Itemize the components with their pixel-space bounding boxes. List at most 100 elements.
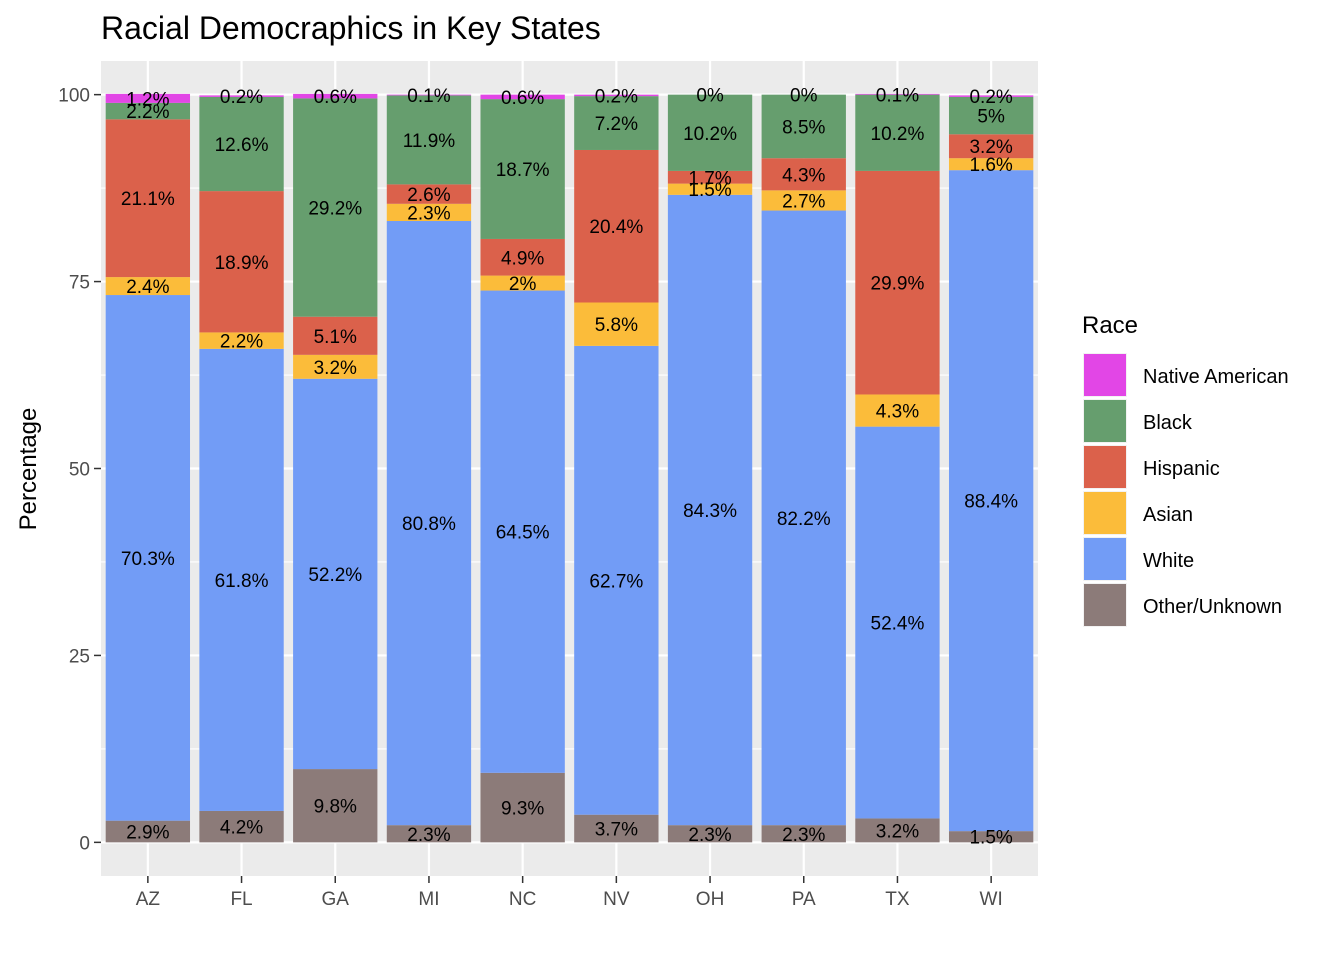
bar-segment <box>761 190 846 211</box>
bar-value-label: 7.2% <box>595 114 638 135</box>
legend-label: Native American <box>1143 366 1289 388</box>
bar-value-label: 0.2% <box>220 87 263 108</box>
bar-segment <box>574 94 659 97</box>
bar-value-label: 2.6% <box>407 185 450 206</box>
bar-segment <box>480 238 565 276</box>
bar-value-label: 70.3% <box>121 549 175 570</box>
bar-segment <box>386 184 472 204</box>
bar-value-label: 3.7% <box>595 820 638 841</box>
bar-value-label: 52.4% <box>871 614 925 635</box>
x-tick-label: MI <box>418 889 439 910</box>
bar-segment <box>105 119 191 278</box>
bar-value-label: 0.6% <box>501 88 544 109</box>
x-tick-label: WI <box>980 889 1003 910</box>
bar-value-label: 2.7% <box>782 191 825 212</box>
bar-value-label: 2.3% <box>782 825 825 846</box>
bar-segment <box>948 95 1034 97</box>
legend-label: Asian <box>1143 504 1193 526</box>
y-axis-title: Percentage <box>15 408 42 531</box>
x-tick-label: TX <box>885 889 910 910</box>
bar-value-label: 0% <box>790 86 818 107</box>
bar-segment <box>386 203 472 222</box>
y-tick-label: 100 <box>58 86 90 107</box>
bar-segment <box>293 769 378 843</box>
legend-label: Hispanic <box>1143 458 1220 480</box>
bar-segment <box>386 825 472 843</box>
x-tick-label: NC <box>509 889 536 910</box>
bar-segment <box>293 98 378 317</box>
bar-value-label: 2.2% <box>220 332 263 353</box>
bar-value-label: 4.3% <box>782 165 825 186</box>
bar-segment <box>948 170 1034 832</box>
bar-value-label: 21.1% <box>121 189 175 210</box>
bar-segment <box>386 95 472 185</box>
bar-value-label: 11.9% <box>403 131 456 152</box>
bar-segment <box>574 345 659 815</box>
legend-swatch <box>1084 538 1126 580</box>
bar-value-label: 0.2% <box>969 87 1012 108</box>
bar-value-label: 29.9% <box>871 274 925 295</box>
bar-segment <box>574 96 659 150</box>
legend: Race Native American Black Hispanic Asian Wh… <box>1082 312 1289 627</box>
bar-value-label: 3.2% <box>314 358 357 379</box>
bar-value-label: 2.9% <box>126 823 169 844</box>
bar-segment <box>855 818 940 843</box>
bar-segment <box>667 170 753 184</box>
bar-segment <box>105 93 191 103</box>
bar-segment <box>855 94 940 171</box>
bar-segment <box>761 210 846 826</box>
bar-segment <box>948 134 1034 159</box>
bar-segment <box>480 99 565 239</box>
bar-value-label: 1.7% <box>688 168 731 189</box>
bar-segment <box>667 825 753 843</box>
x-tick-label: OH <box>696 889 725 910</box>
legend-label: White <box>1143 550 1194 572</box>
legend-swatch <box>1084 446 1126 488</box>
bar-segment <box>386 94 472 96</box>
bar-value-label: 8.5% <box>782 117 825 138</box>
bar-value-label: 62.7% <box>589 571 643 592</box>
bar-value-label: 18.9% <box>215 253 269 274</box>
bar-segment <box>199 348 284 811</box>
bar-segment <box>105 277 191 296</box>
x-tick-label: GA <box>322 889 350 910</box>
bar-value-label: 3.2% <box>969 137 1012 158</box>
bar-segment <box>293 378 378 770</box>
legend-swatch <box>1084 354 1126 396</box>
bar-value-label: 0.6% <box>314 87 357 108</box>
bar-value-label: 12.6% <box>215 135 269 156</box>
legend-title: Race <box>1082 312 1138 339</box>
bar-segment <box>855 93 940 95</box>
bar-value-label: 1.5% <box>688 180 731 201</box>
x-tick-label: FL <box>230 889 252 910</box>
bar-segment <box>855 170 940 395</box>
bar-value-label: 0.1% <box>407 86 450 107</box>
bar-segment <box>667 194 753 826</box>
x-tick-label: AZ <box>136 889 161 910</box>
bar-segment <box>761 94 846 159</box>
chart-title: Racial Democraphics in Key States <box>101 10 601 46</box>
bar-value-label: 2.2% <box>126 102 169 123</box>
bar-segment <box>574 302 659 346</box>
bar-value-label: 20.4% <box>589 217 643 238</box>
x-tick-label: NV <box>603 889 630 910</box>
bar-segment <box>667 183 753 195</box>
bar-value-label: 0.1% <box>876 85 919 106</box>
bar-value-label: 29.2% <box>308 199 362 220</box>
bar-value-label: 2.3% <box>688 825 731 846</box>
bar-segment <box>480 772 565 843</box>
bar-segment <box>199 332 284 349</box>
bar-value-label: 5.8% <box>595 315 638 336</box>
bar-value-label: 1.2% <box>126 89 169 110</box>
bar-value-label: 2.4% <box>126 277 169 298</box>
bar-value-label: 4.3% <box>876 402 919 423</box>
legend-swatch <box>1084 492 1126 534</box>
bar-segment <box>480 275 565 291</box>
y-tick-label: 50 <box>69 460 90 481</box>
legend-swatch <box>1084 400 1126 442</box>
plot-panel: 2.9%70.3%2.4%21.1%2.2%1.2%4.2%61.8%2.2%1… <box>58 61 1038 910</box>
bar-value-label: 9.3% <box>501 799 544 820</box>
bar-value-label: 1.5% <box>969 828 1012 849</box>
bar-value-label: 2% <box>509 274 537 295</box>
